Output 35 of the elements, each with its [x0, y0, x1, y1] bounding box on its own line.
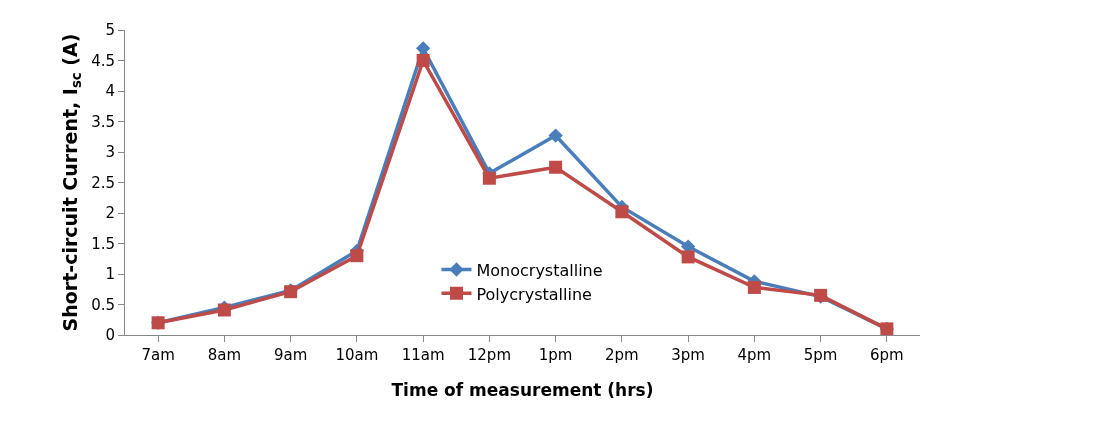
point [482, 171, 496, 185]
x-tick-label: 4pm [737, 346, 772, 364]
legend-label: Monocrystalline [476, 260, 603, 280]
x-tick-label: 1pm [538, 346, 573, 364]
x-tick-label: 6pm [870, 346, 904, 364]
x-tick-label: 12pm [467, 346, 511, 364]
x-tick-label: 2pm [605, 346, 639, 364]
x-tick-label: 8am [207, 346, 242, 364]
y-tick-label: 3.5 [91, 112, 115, 131]
x-tick-label: 11am [401, 346, 445, 364]
y-tick-label: 2 [105, 204, 115, 223]
y-tick-label: 2.5 [91, 173, 115, 192]
x-axis-title: Time of measurement (hrs) [391, 380, 654, 400]
y-tick-label: 0 [105, 326, 115, 345]
x-tick-label: 9am [273, 346, 308, 364]
point [549, 160, 563, 174]
point [747, 280, 761, 294]
point [548, 128, 563, 143]
y-tick-label: 4 [105, 82, 115, 101]
y-tick-label: 5 [105, 21, 115, 40]
point [415, 41, 431, 56]
x-tick-label: 10am [335, 346, 379, 364]
point [681, 250, 695, 264]
y-tick-label: 3 [105, 143, 115, 162]
point [350, 249, 364, 263]
y-tick-label: 0.5 [91, 295, 115, 314]
x-tick-label: 5pm [803, 346, 838, 364]
legend-label: Polycrystalline [476, 284, 592, 304]
x-tick-label: 7am [141, 346, 175, 364]
point [615, 205, 629, 219]
y-tick-label: 1.5 [91, 234, 115, 253]
y-tick-label: 4.5 [91, 51, 115, 70]
y-tick-label: 1 [105, 265, 115, 284]
point [416, 54, 430, 67]
x-tick-label: 3pm [671, 346, 705, 364]
